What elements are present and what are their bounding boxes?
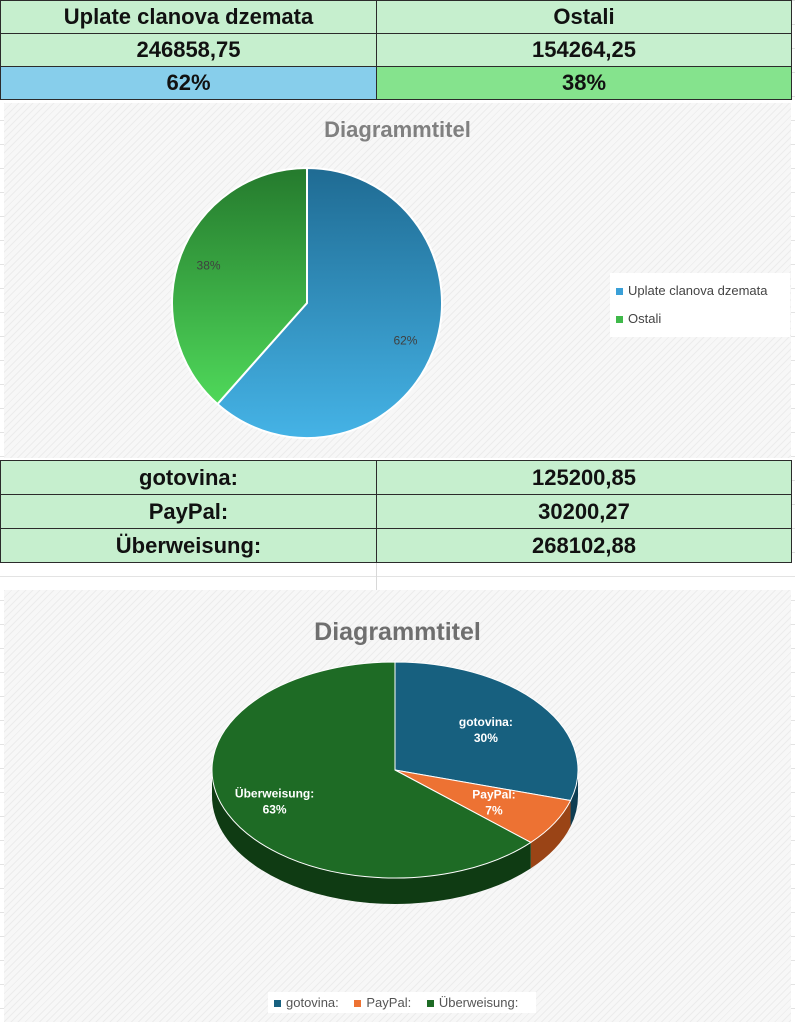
slice-transfer-top[interactable] <box>211 661 532 879</box>
legend-swatch-green <box>426 1000 434 1008</box>
data-label-percent: 7% <box>485 804 503 818</box>
legend-item-paypal[interactable]: PayPal: <box>354 995 411 1010</box>
legend-swatch-blue <box>274 1000 281 1008</box>
summary-table: Uplate clanova dzemata Ostali 246858,75 … <box>0 0 792 100</box>
pie-depth-group <box>211 770 578 905</box>
table-row: gotovina: 125200,85 <box>0 460 792 495</box>
pie-top-group <box>211 661 579 879</box>
chart-legend: Uplate clanova dzemata Ostali <box>610 273 790 337</box>
data-label-category: PayPal: <box>472 788 515 802</box>
legend-swatch-blue <box>616 288 623 296</box>
legend-swatch-green <box>616 316 623 324</box>
chart-legend: gotovina: PayPal: Überweisung: <box>268 992 537 1013</box>
value-cell-transfer[interactable]: 268102,88 <box>376 528 792 563</box>
slice-transfer-side[interactable] <box>211 770 531 905</box>
percent-cell-others[interactable]: 38% <box>376 66 792 100</box>
chart-title: Diagrammtitel <box>314 618 481 646</box>
legend-label: gotovina: <box>286 995 339 1010</box>
header-cell-others[interactable]: Ostali <box>376 0 792 34</box>
pie-chart-payments[interactable]: Diagrammtitel gotovina: 30% PayPal: 7% Überw… <box>4 590 791 1022</box>
value-cell-paypal[interactable]: 30200,27 <box>376 494 792 529</box>
pie-chart-svg: 62% 38% <box>171 166 443 439</box>
table-row: Uplate clanova dzemata Ostali <box>0 0 792 34</box>
data-label-others: 38% <box>197 259 221 273</box>
slice-cash-top[interactable] <box>394 661 579 802</box>
value-cell-members[interactable]: 246858,75 <box>0 33 377 67</box>
label-cell-paypal[interactable]: PayPal: <box>0 494 377 529</box>
data-label-percent: 30% <box>474 731 498 745</box>
pie-slice-others[interactable] <box>171 166 308 406</box>
slice-paypal-side[interactable] <box>530 800 571 869</box>
column-divider <box>376 560 377 590</box>
value-cell-cash[interactable]: 125200,85 <box>376 460 792 495</box>
header-cell-members[interactable]: Uplate clanova dzemata <box>0 0 377 34</box>
legend-item-members[interactable]: Uplate clanova dzemata <box>616 277 784 305</box>
data-label-category: gotovina: <box>459 715 513 729</box>
label-cell-cash[interactable]: gotovina: <box>0 460 377 495</box>
pie-chart-members[interactable]: Diagrammtitel 62% 38% Uplate clanova dze… <box>4 103 791 458</box>
data-label-percent: 63% <box>263 803 287 817</box>
slice-cash-side[interactable] <box>570 770 578 827</box>
percent-cell-members[interactable]: 62% <box>0 66 377 100</box>
pie-labels-group: gotovina: 30% PayPal: 7% Überweisung: 63% <box>235 715 516 818</box>
label-cell-transfer[interactable]: Überweisung: <box>0 528 377 563</box>
table-row: 246858,75 154264,25 <box>0 33 792 67</box>
legend-swatch-orange <box>354 1000 362 1008</box>
data-label-members: 62% <box>393 333 417 347</box>
legend-item-transfer[interactable]: Überweisung: <box>426 995 519 1010</box>
pie-chart-3d-svg: gotovina: 30% PayPal: 7% Überweisung: 63% <box>211 661 579 905</box>
legend-item-cash[interactable]: gotovina: <box>274 995 339 1010</box>
legend-label: Uplate clanova dzemata <box>628 283 768 298</box>
pie-slice-members[interactable] <box>216 166 443 439</box>
payment-table: gotovina: 125200,85 PayPal: 30200,27 Übe… <box>0 460 792 563</box>
data-label-category: Überweisung: <box>235 786 314 801</box>
legend-label: Überweisung: <box>438 995 519 1010</box>
table-row: 62% 38% <box>0 66 792 100</box>
legend-item-others[interactable]: Ostali <box>616 305 784 333</box>
legend-label: Ostali <box>628 311 662 326</box>
value-cell-others[interactable]: 154264,25 <box>376 33 792 67</box>
chart-title: Diagrammtitel <box>324 117 471 142</box>
table-row: Überweisung: 268102,88 <box>0 528 792 563</box>
legend-label: PayPal: <box>366 995 412 1010</box>
table-row: PayPal: 30200,27 <box>0 494 792 529</box>
